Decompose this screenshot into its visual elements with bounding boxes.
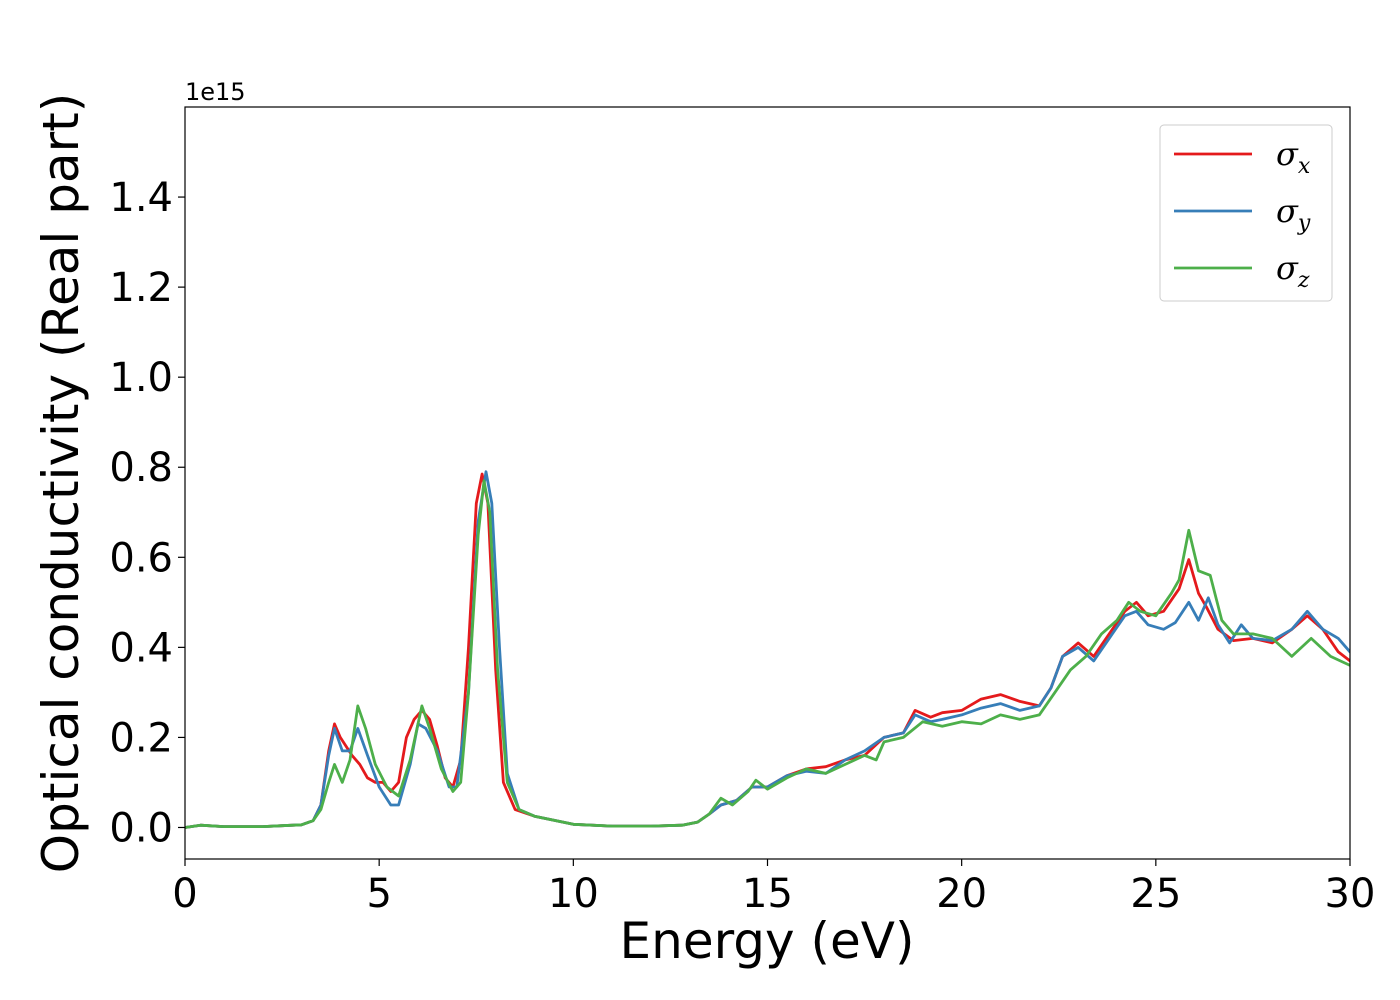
- x-tick-label: 10: [548, 871, 599, 917]
- y-tick-label: 0.8: [109, 445, 173, 491]
- y-tick-label: 1.4: [109, 175, 173, 221]
- legend: σx σy σz: [1159, 124, 1333, 302]
- legend-label-z: σz: [1276, 249, 1310, 293]
- legend-label-y: σy: [1276, 192, 1311, 236]
- y-offset-text: 1e15: [185, 78, 246, 106]
- x-tick-label: 30: [1325, 871, 1376, 917]
- y-tick-label: 1.2: [109, 265, 173, 311]
- y-tick-label: 0.6: [109, 535, 173, 581]
- x-tick-label: 20: [936, 871, 987, 917]
- y-tick-label: 0.2: [109, 715, 173, 761]
- legend-box: [1159, 124, 1333, 302]
- x-tick-label: 5: [366, 871, 391, 917]
- series-line-z: [185, 479, 1350, 829]
- x-tick-label: 15: [742, 871, 793, 917]
- y-tick-label: 1.0: [109, 355, 173, 401]
- x-axis-title: Energy (eV): [620, 912, 915, 970]
- x-tick-label: 25: [1130, 871, 1181, 917]
- y-tick-label: 0.0: [109, 805, 173, 851]
- plot-lines: [185, 470, 1350, 829]
- y-axis-title: Optical conductivity (Real part): [32, 93, 90, 874]
- y-tick-label: 0.4: [109, 625, 173, 671]
- x-tick-label: 0: [172, 871, 197, 917]
- x-axis: 0 5 10 15 20 25 30: [172, 859, 1375, 917]
- legend-label-x: σx: [1276, 135, 1311, 179]
- y-axis: 0.0 0.2 0.4 0.6 0.8 1.0 1.2 1.4: [109, 175, 185, 851]
